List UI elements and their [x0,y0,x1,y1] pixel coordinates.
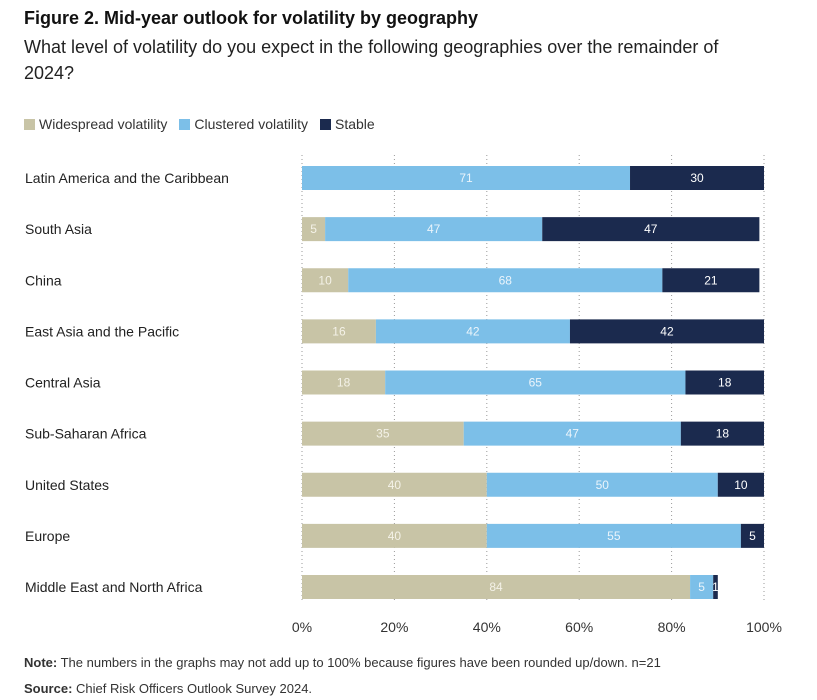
bar-segment-stable [569,319,764,344]
bar-segment-clustered [486,523,741,548]
data-label: 18 [718,376,732,390]
bar-segment-widespread [302,575,691,599]
data-label: 47 [427,222,441,236]
figure-subtitle: What level of volatility do you expect i… [24,37,719,83]
data-label: 5 [310,222,317,236]
bar-segment-stable [662,268,760,293]
chart-note: Note: The numbers in the graphs may not … [24,655,661,670]
x-tick-label: 20% [380,619,408,635]
category-label: Latin America and the Caribbean [25,170,229,186]
data-label: 30 [690,171,704,185]
bar-segment-widespread [302,319,376,344]
category-label: Europe [25,528,70,544]
data-label: 10 [318,273,332,287]
x-tick-label: 60% [565,619,593,635]
legend-swatch-stable [320,118,331,130]
bar-segment-stable [717,472,764,497]
data-label: 1 [712,580,719,594]
data-label: 18 [337,376,351,390]
bar-segment-widespread [302,472,487,497]
source-label: Source: [24,681,73,696]
x-tick-label: 100% [746,619,782,635]
bar-segment-widespread [302,421,464,446]
category-label: East Asia and the Pacific [25,323,179,339]
bar-segment-stable [713,575,718,599]
data-label: 65 [529,376,543,390]
data-label: 42 [466,324,480,338]
data-label: 47 [566,427,580,441]
figure-title: Figure 2. Mid-year outlook for volatilit… [24,8,479,28]
bar-segment-stable [685,370,764,395]
data-label: 68 [499,273,513,287]
chart-source: Source: Chief Risk Officers Outlook Surv… [24,681,312,696]
legend-swatch-clustered [179,118,191,130]
bar-segment-clustered [690,575,714,599]
data-label: 18 [716,427,730,441]
legend-label-stable: Stable [335,116,375,132]
bar-segment-widespread [302,370,386,395]
data-label: 84 [489,580,503,594]
data-label: 47 [644,222,658,236]
data-label: 50 [596,478,610,492]
category-label: Central Asia [25,375,101,391]
data-label: 5 [698,580,705,594]
category-label: Sub-Saharan Africa [25,426,147,442]
bar-segment-clustered [375,319,570,344]
x-tick-label: 80% [658,619,686,635]
bar-segment-clustered [486,472,718,497]
legend-item-widespread: Widespread volatility [24,116,167,132]
legend-item-clustered: Clustered volatility [179,116,308,132]
chart-legend: Widespread volatility Clustered volatili… [24,116,387,132]
legend-item-stable: Stable [320,116,375,132]
category-label: United States [25,477,109,493]
data-label: 42 [660,324,674,338]
legend-label-widespread: Widespread volatility [39,116,168,132]
bar-segment-widespread [302,268,349,293]
bar-segment-clustered [325,217,543,242]
source-text: Chief Risk Officers Outlook Survey 2024. [72,681,313,696]
note-text: The numbers in the graphs may not add up… [57,655,661,670]
data-label: 10 [734,478,748,492]
bar-segment-stable [740,523,764,548]
data-label: 71 [459,171,473,185]
x-tick-label: 0% [292,619,312,635]
data-label: 35 [376,427,390,441]
bar-segment-stable [680,421,764,446]
bar-segment-clustered [463,421,681,446]
data-label: 16 [332,324,346,338]
category-label: China [25,272,62,288]
data-label: 55 [607,529,621,543]
legend-swatch-widespread [24,118,35,130]
legend-label-clustered: Clustered volatility [194,116,308,132]
bar-segment-clustered [348,268,663,293]
data-label: 40 [388,478,402,492]
bar-segment-clustered [385,370,686,395]
data-label: 40 [388,529,402,543]
bar-segment-stable [630,166,764,190]
data-label: 21 [704,273,718,287]
note-label: Note: [24,655,58,670]
bar-segment-widespread [302,217,326,242]
data-label: 5 [749,529,756,543]
category-label: Middle East and North Africa [25,579,203,595]
bar-segment-stable [542,217,760,242]
bar-segment-clustered [302,166,631,190]
category-label: South Asia [25,221,92,237]
bar-segment-widespread [302,523,487,548]
x-tick-label: 40% [473,619,501,635]
